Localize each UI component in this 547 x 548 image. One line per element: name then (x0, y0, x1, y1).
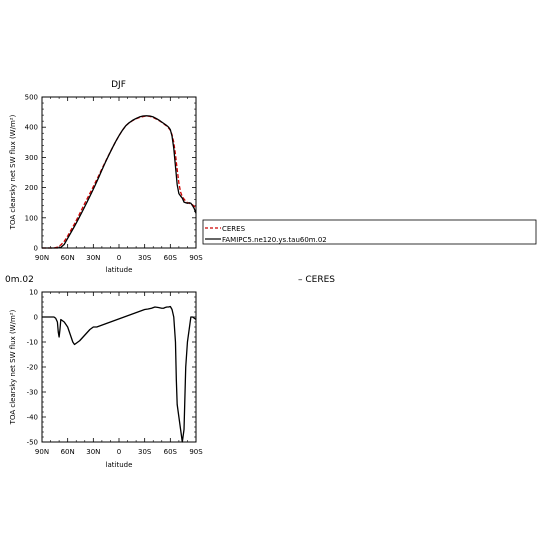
top-x-tick-label: 60S (164, 254, 178, 262)
top-y-tick-labels: 0 100 200 300 400 500 (25, 94, 38, 253)
top-y-tick-label: 100 (25, 214, 38, 222)
bottom-x-tick-label: 0 (117, 448, 121, 456)
top-x-tick-label: 90N (35, 254, 49, 262)
legend-box (202, 219, 537, 245)
bottom-y-tick-label: -30 (27, 389, 38, 397)
bottom-y-tick-label: -50 (27, 439, 38, 447)
top-y-axis-label: TOA clearsky net SW flux (W/m²) (9, 114, 17, 230)
bottom-y-tick-label: -10 (27, 339, 38, 347)
legend: CERES FAMIPC5.ne120.ys.tau60m.02 (202, 219, 537, 245)
top-series-layer (42, 115, 197, 249)
top-x-tick-labels: 90N 60N 30N 0 30S 60S 90S (35, 254, 203, 262)
bottom-y-tick-labels: -50 -40 -30 -20 -10 0 10 (27, 289, 38, 447)
bottom-x-tick-label: 60N (61, 448, 75, 456)
legend-label-ceres: CERES (222, 225, 246, 233)
top-series-line-famipc5-ne120-ys-tau60m-02 (42, 115, 197, 249)
bottom-series-layer (42, 305, 197, 443)
bottom-y-tick-label: 10 (29, 289, 38, 297)
bottom-x-tick-label: 60S (164, 448, 178, 456)
bottom-x-axis-label: latitude (106, 461, 133, 469)
top-x-tick-label: 60N (61, 254, 75, 262)
top-ticks (41, 96, 197, 249)
bottom-panel: 0m.02 – CERES 90N 60N 30N 0 30S 60S 90S -50 -40… (5, 275, 335, 469)
top-series-line-ceres (42, 115, 197, 249)
top-y-tick-label: 0 (34, 245, 38, 253)
top-y-tick-label: 200 (25, 184, 38, 192)
top-y-tick-label: 400 (25, 124, 38, 132)
bottom-y-axis-label: TOA clearsky net SW flux (W/m²) (9, 309, 17, 425)
top-y-tick-label: 300 (25, 154, 38, 162)
top-x-tick-label: 30N (86, 254, 100, 262)
bottom-plot-frame (41, 291, 197, 443)
top-plot-frame (41, 96, 197, 249)
bottom-x-tick-label: 30S (138, 448, 152, 456)
bottom-x-tick-label: 30N (86, 448, 100, 456)
top-x-axis-label: latitude (106, 266, 133, 274)
bottom-y-tick-label: -40 (27, 414, 38, 422)
bottom-x-tick-label: 90S (189, 448, 203, 456)
top-x-tick-label: 0 (117, 254, 121, 262)
bottom-x-tick-label: 90N (35, 448, 49, 456)
top-y-tick-label: 500 (25, 94, 38, 102)
legend-label-model: FAMIPC5.ne120.ys.tau60m.02 (222, 236, 327, 244)
bottom-series-line-0 (42, 305, 197, 443)
top-chart-title: DJF (111, 80, 126, 90)
bottom-header-left: 0m.02 (5, 275, 34, 285)
top-panel: DJF 90N 60N 30N 0 30S 60S 90S 0 100 200 300 400 500… (9, 80, 203, 274)
top-x-tick-label: 30S (138, 254, 152, 262)
bottom-y-tick-label: 0 (34, 314, 38, 322)
bottom-y-tick-label: -20 (27, 364, 38, 372)
bottom-x-tick-labels: 90N 60N 30N 0 30S 60S 90S (35, 448, 203, 456)
bottom-header-right: – CERES (298, 275, 335, 285)
top-x-tick-label: 90S (189, 254, 203, 262)
